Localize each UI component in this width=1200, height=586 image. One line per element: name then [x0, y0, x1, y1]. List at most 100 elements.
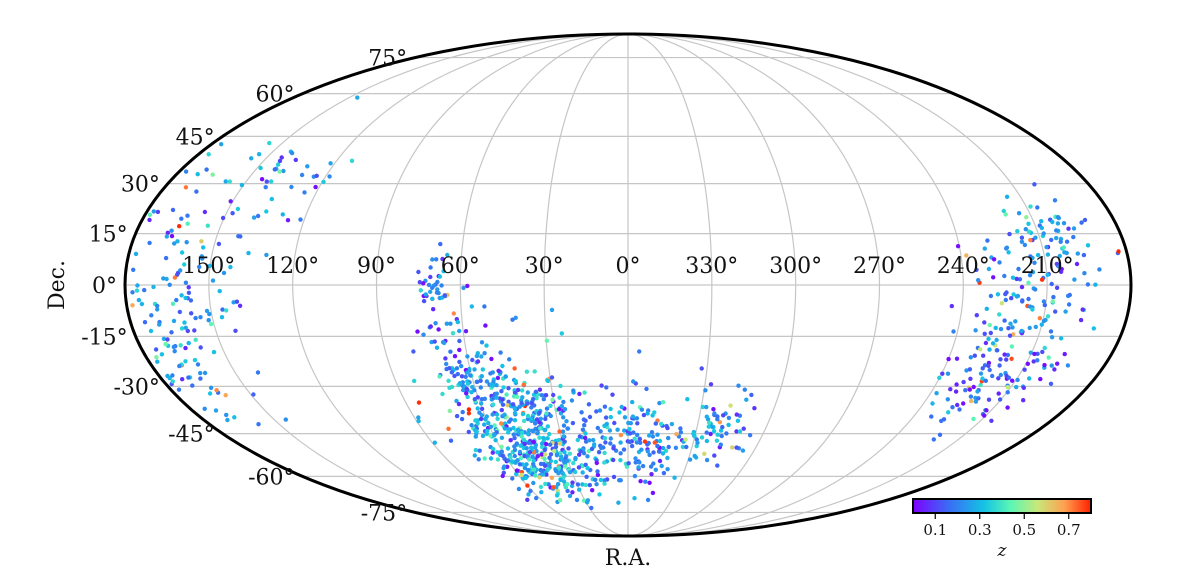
colorbar-gradient — [912, 498, 1092, 514]
data-point — [1022, 242, 1028, 248]
data-point — [544, 472, 549, 477]
data-point — [595, 469, 600, 474]
data-point — [235, 206, 241, 212]
data-point — [655, 443, 660, 449]
data-point — [1054, 228, 1059, 233]
data-point — [616, 500, 621, 505]
data-point — [1014, 276, 1019, 282]
data-point — [154, 355, 159, 360]
data-point — [172, 275, 178, 280]
data-point — [553, 441, 559, 446]
data-point — [155, 209, 161, 215]
data-point — [521, 418, 527, 424]
data-point — [691, 431, 696, 436]
data-point — [183, 345, 188, 351]
data-point — [742, 387, 747, 392]
data-point — [986, 397, 992, 402]
data-point — [493, 438, 498, 443]
data-point — [539, 469, 545, 474]
data-point — [961, 401, 966, 406]
data-point — [1007, 333, 1013, 338]
data-point — [1061, 221, 1067, 226]
data-point — [631, 379, 636, 384]
data-point — [704, 430, 709, 435]
data-point — [1061, 245, 1067, 250]
data-point — [517, 449, 523, 455]
data-point — [604, 385, 609, 390]
data-point — [580, 427, 586, 432]
ra-gridline — [627, 33, 713, 537]
data-point — [163, 341, 168, 347]
data-point — [595, 425, 600, 431]
data-point — [208, 385, 214, 390]
data-point — [216, 241, 222, 247]
data-point — [749, 392, 754, 398]
data-point — [627, 439, 633, 445]
data-point — [206, 152, 211, 157]
data-point — [702, 451, 707, 456]
data-point — [164, 276, 169, 282]
data-point — [983, 378, 988, 383]
data-point — [586, 448, 592, 454]
data-point — [490, 450, 495, 455]
data-point — [647, 452, 652, 458]
data-point — [581, 451, 587, 456]
data-point — [583, 431, 588, 436]
data-point — [1004, 373, 1009, 378]
data-point — [484, 379, 490, 384]
data-point — [657, 438, 663, 444]
data-point — [645, 411, 650, 416]
data-point — [246, 250, 251, 256]
data-point — [185, 213, 190, 218]
data-point — [717, 420, 723, 425]
data-point — [177, 224, 182, 229]
data-point — [978, 347, 983, 352]
data-point — [971, 416, 976, 422]
data-point — [214, 388, 219, 393]
x-axis-title: R.A. — [605, 546, 651, 571]
data-point — [258, 165, 263, 171]
data-point — [990, 373, 995, 379]
data-point — [183, 295, 188, 301]
data-point — [988, 330, 993, 336]
data-point — [465, 381, 471, 386]
data-point — [561, 415, 566, 420]
data-point — [549, 375, 555, 380]
data-point — [976, 278, 981, 283]
data-point — [182, 262, 187, 267]
data-point — [534, 417, 540, 422]
data-point — [632, 496, 637, 501]
data-point — [533, 445, 538, 450]
graticule — [125, 33, 1131, 537]
data-point — [189, 311, 194, 316]
data-point — [469, 423, 474, 428]
data-point — [954, 382, 959, 387]
data-point — [467, 366, 472, 372]
data-point — [522, 465, 528, 471]
data-point — [594, 460, 599, 466]
data-point — [639, 447, 644, 452]
data-point — [1033, 235, 1038, 240]
data-point — [193, 337, 198, 342]
data-point — [149, 313, 154, 318]
data-point — [524, 446, 529, 451]
data-point — [644, 386, 649, 392]
data-point — [954, 356, 960, 361]
data-point — [640, 463, 646, 469]
data-point — [480, 367, 485, 372]
data-point — [556, 407, 562, 412]
data-point — [199, 239, 204, 244]
data-point — [1042, 302, 1048, 308]
data-point — [1028, 237, 1033, 243]
data-point — [995, 292, 1001, 297]
data-point — [736, 383, 741, 388]
ra-tick-label: 270° — [853, 254, 906, 279]
data-point — [416, 415, 421, 420]
data-point — [1046, 355, 1051, 360]
data-point — [448, 321, 453, 326]
data-point — [934, 391, 939, 396]
data-point — [503, 374, 508, 379]
data-point — [520, 388, 525, 393]
data-point — [639, 407, 645, 412]
data-point — [432, 339, 437, 344]
